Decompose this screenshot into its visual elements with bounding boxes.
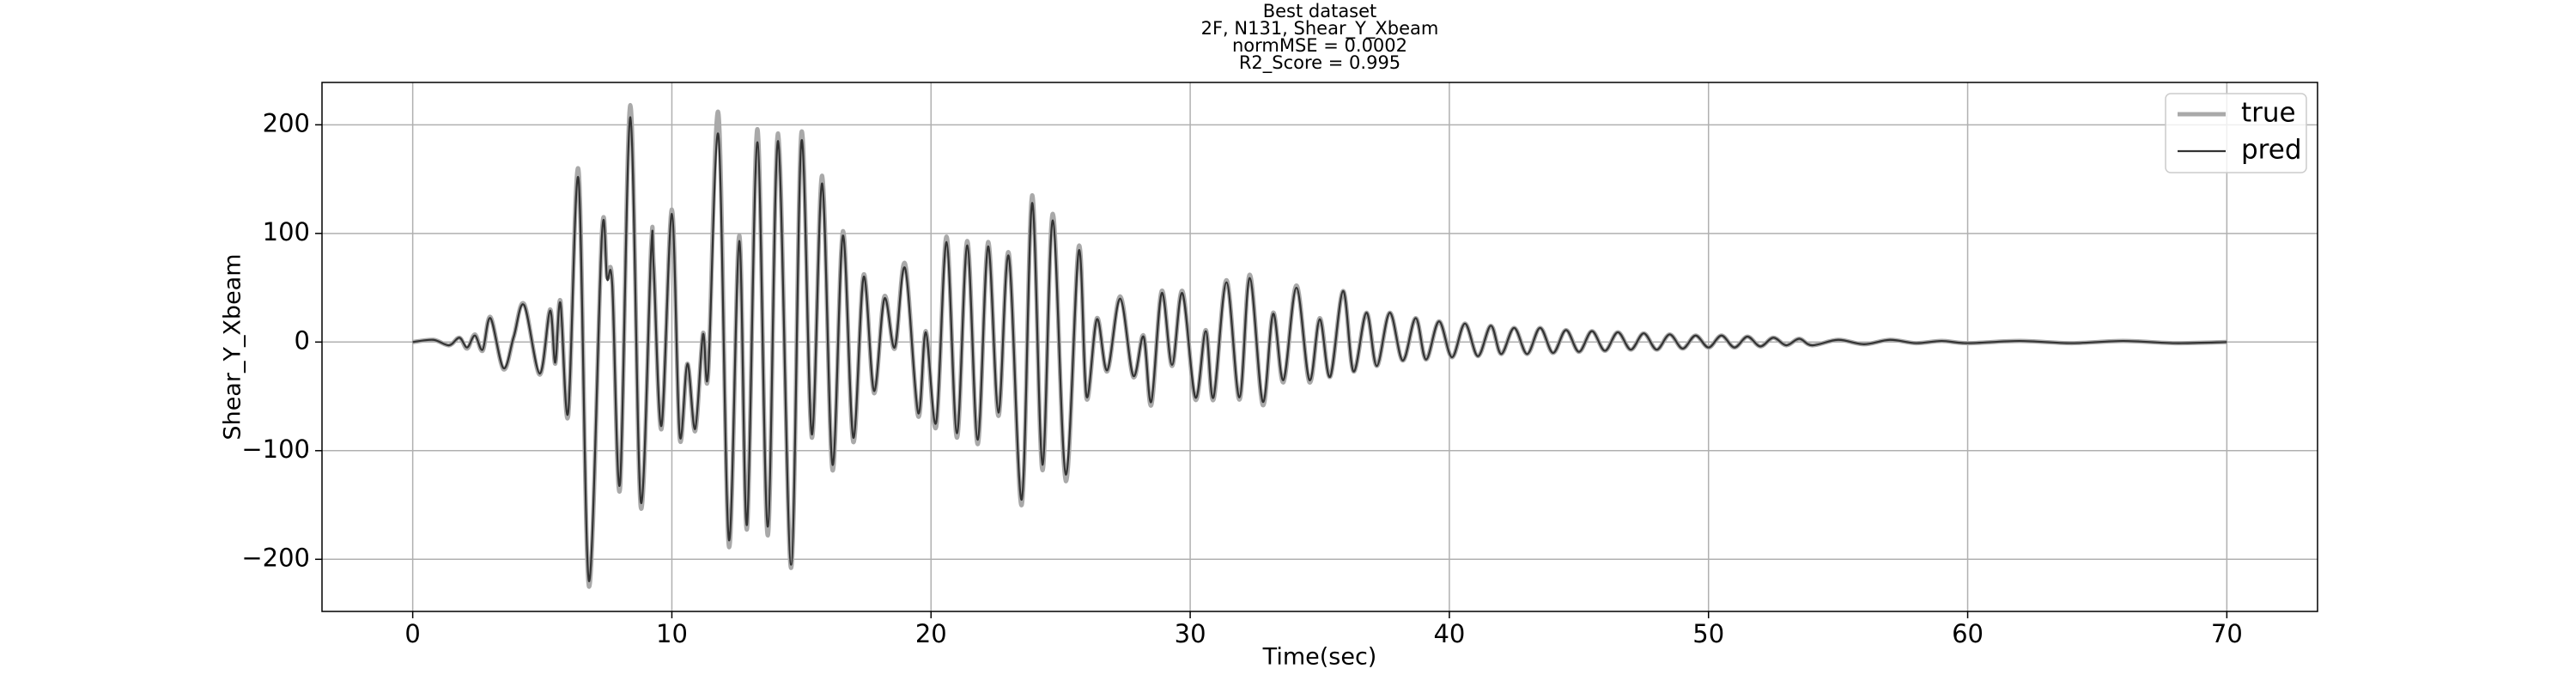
x-tick-label: 0	[404, 619, 420, 648]
legend: true pred	[2165, 93, 2307, 173]
chart-title: Best dataset	[1263, 1, 1377, 21]
y-axis-label: Shear_Y_Xbeam	[220, 253, 246, 440]
x-tick-label: 50	[1692, 619, 1724, 648]
x-tick-label: 30	[1175, 619, 1206, 648]
plot-lines	[412, 103, 2227, 589]
plot-frame	[321, 82, 2318, 612]
chart-title: normMSE = 0.0002	[1232, 35, 1407, 56]
x-tick-label: 40	[1433, 619, 1465, 648]
y-tick-label: 100	[263, 217, 310, 246]
y-tick-label: 0	[295, 325, 310, 355]
chart-title: R2_Score = 0.995	[1239, 52, 1400, 74]
legend-label: true	[2241, 98, 2296, 129]
series-line	[412, 103, 2227, 589]
grid	[322, 82, 2318, 611]
series-line	[412, 116, 2227, 582]
x-tick-label: 20	[915, 619, 947, 648]
x-tick-label: 10	[656, 619, 688, 648]
chart-title: 2F, N131, Shear_Y_Xbeam	[1201, 18, 1439, 40]
x-tick-label: 70	[2211, 619, 2243, 648]
y-tick-label: −100	[241, 435, 310, 464]
x-tick-label: 60	[1952, 619, 1984, 648]
y-tick-label: 200	[263, 108, 310, 137]
legend-label: pred	[2241, 135, 2302, 166]
y-tick-label: −200	[241, 543, 310, 572]
x-axis-label: Time(sec)	[1262, 644, 1377, 671]
